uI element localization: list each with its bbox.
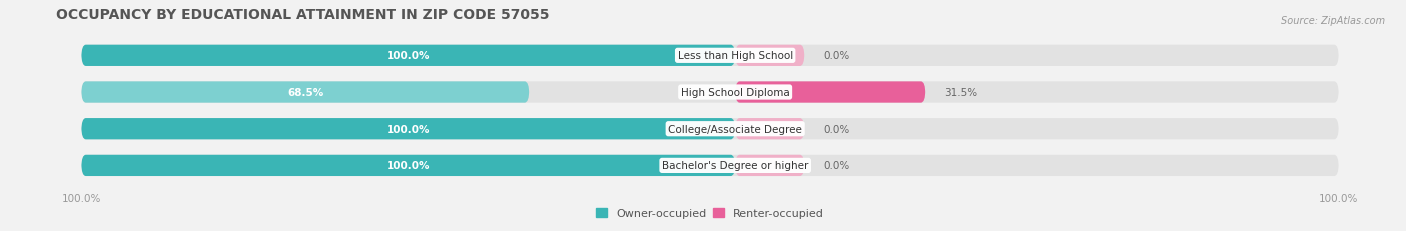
Text: 100.0%: 100.0%: [387, 124, 430, 134]
Text: 31.5%: 31.5%: [945, 88, 977, 97]
Text: OCCUPANCY BY EDUCATIONAL ATTAINMENT IN ZIP CODE 57055: OCCUPANCY BY EDUCATIONAL ATTAINMENT IN Z…: [56, 8, 550, 21]
Text: Bachelor's Degree or higher: Bachelor's Degree or higher: [662, 161, 808, 171]
Text: Source: ZipAtlas.com: Source: ZipAtlas.com: [1281, 16, 1385, 26]
Text: High School Diploma: High School Diploma: [681, 88, 790, 97]
Text: 0.0%: 0.0%: [823, 161, 849, 171]
FancyBboxPatch shape: [735, 119, 804, 140]
FancyBboxPatch shape: [82, 155, 735, 176]
Text: 100.0%: 100.0%: [387, 51, 430, 61]
FancyBboxPatch shape: [82, 82, 1339, 103]
FancyBboxPatch shape: [82, 119, 735, 140]
FancyBboxPatch shape: [735, 82, 925, 103]
FancyBboxPatch shape: [82, 46, 1339, 67]
Text: 100.0%: 100.0%: [387, 161, 430, 171]
Text: College/Associate Degree: College/Associate Degree: [668, 124, 801, 134]
FancyBboxPatch shape: [82, 82, 529, 103]
FancyBboxPatch shape: [82, 155, 1339, 176]
FancyBboxPatch shape: [82, 119, 1339, 140]
Text: Less than High School: Less than High School: [678, 51, 793, 61]
FancyBboxPatch shape: [735, 46, 804, 67]
FancyBboxPatch shape: [735, 155, 804, 176]
FancyBboxPatch shape: [82, 46, 735, 67]
Text: 68.5%: 68.5%: [287, 88, 323, 97]
Legend: Owner-occupied, Renter-occupied: Owner-occupied, Renter-occupied: [596, 208, 824, 219]
Text: 0.0%: 0.0%: [823, 124, 849, 134]
Text: 0.0%: 0.0%: [823, 51, 849, 61]
